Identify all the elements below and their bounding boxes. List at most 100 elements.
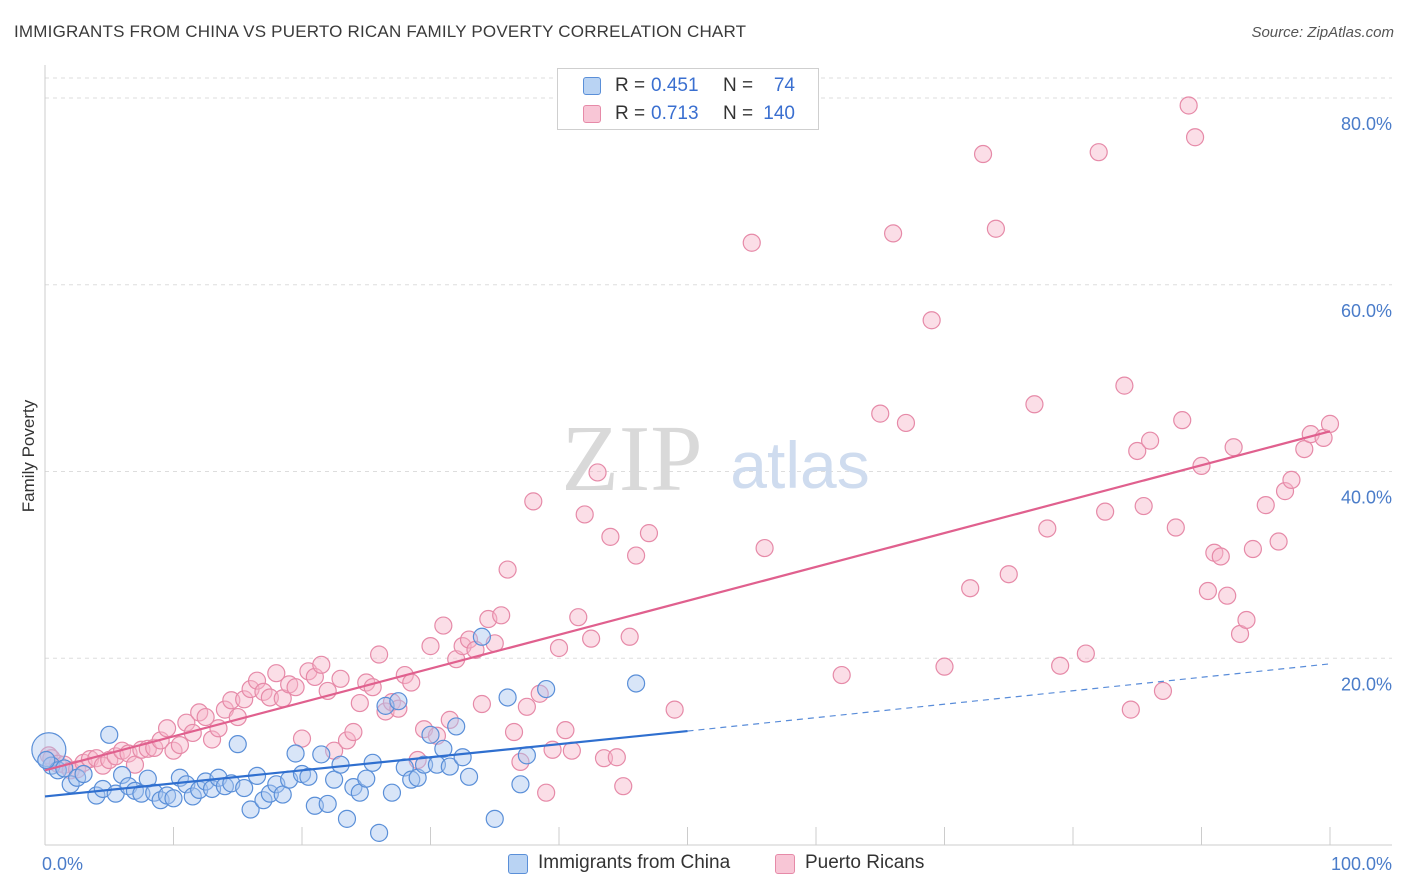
puerto-ricans-point: [511, 752, 530, 771]
china-point: [421, 725, 440, 744]
puerto-ricans-point: [601, 527, 620, 546]
x-tick-label: 100.0%: [1331, 854, 1392, 874]
legend-label: Puerto Ricans: [805, 852, 925, 873]
puerto-ricans-point: [626, 546, 646, 565]
watermark: ZIP atlas: [562, 407, 870, 511]
china-point: [286, 744, 305, 763]
chart-title: IMMIGRANTS FROM CHINA VS PUERTO RICAN FA…: [14, 22, 747, 41]
stats-row-puerto-ricans: R = 0.713 N = 140: [558, 100, 818, 128]
puerto-ricans-point: [1224, 438, 1243, 457]
puerto-ricans-point: [1198, 581, 1218, 601]
china-point: [389, 692, 408, 711]
china-point: [260, 784, 279, 803]
puerto-ricans-point: [1038, 519, 1057, 538]
puerto-ricans-point: [1185, 128, 1205, 147]
legend-label: Immigrants from China: [538, 852, 731, 873]
stats-row-china: R = 0.451 N = 74: [558, 72, 818, 100]
x-tick-label: 0.0%: [42, 854, 83, 874]
puerto-ricans-point: [562, 741, 581, 760]
n-label: N =: [723, 103, 754, 124]
puerto-ricans-point: [620, 627, 639, 646]
puerto-ricans-point: [267, 664, 286, 683]
china-point: [453, 748, 472, 767]
puerto-ricans-point: [935, 657, 954, 676]
y-tick-label: 40.0%: [1341, 488, 1392, 508]
puerto-ricans-point: [569, 608, 588, 627]
puerto-ricans-point: [986, 219, 1006, 238]
puerto-ricans-swatch: [775, 854, 795, 874]
china-point: [254, 791, 273, 810]
china-point: [382, 783, 402, 802]
puerto-ricans-point: [973, 144, 993, 164]
puerto-ricans-point: [755, 538, 774, 558]
china-swatch: [583, 77, 601, 95]
china-point: [299, 767, 318, 786]
puerto-ricans-point: [1025, 395, 1044, 414]
puerto-ricans-point: [575, 505, 594, 524]
china-point: [337, 809, 357, 828]
puerto-ricans-point: [607, 748, 626, 767]
puerto-ricans-point: [196, 707, 215, 727]
puerto-ricans-point: [434, 616, 453, 635]
puerto-ricans-point: [665, 700, 684, 719]
trend-lines: [44, 430, 1331, 798]
china-point: [440, 757, 459, 776]
tick-labels: 20.0% 40.0% 60.0% 80.0% 0.0% 100.0%: [42, 114, 1392, 874]
puerto-ricans-point: [1051, 656, 1070, 675]
china-point: [626, 674, 646, 693]
puerto-ricans-point: [350, 693, 369, 713]
china-point: [312, 745, 331, 764]
r-label: R =: [615, 103, 646, 124]
puerto-ricans-point: [922, 311, 941, 330]
china-point: [37, 750, 56, 770]
china-point: [112, 765, 132, 785]
puerto-ricans-point: [1237, 610, 1256, 630]
puerto-ricans-point: [1218, 586, 1237, 605]
puerto-ricans-point: [1134, 496, 1153, 516]
puerto-ricans-point: [883, 224, 903, 243]
china-trend-line: [44, 729, 688, 798]
china-point: [402, 770, 421, 789]
puerto-ricans-point: [235, 690, 254, 709]
china-point: [517, 746, 536, 765]
puerto-ricans-point: [639, 524, 659, 543]
puerto-ricans-point: [594, 749, 614, 768]
puerto-ricans-point: [421, 637, 440, 656]
r-value: 0.451: [651, 75, 699, 96]
source-label: Source: ZipAtlas.com: [1251, 24, 1394, 41]
y-tick-label: 60.0%: [1341, 301, 1392, 321]
puerto-ricans-point: [1121, 700, 1140, 719]
puerto-ricans-point: [1243, 539, 1263, 559]
puerto-ricans-swatch: [583, 105, 601, 123]
puerto-ricans-point: [614, 777, 633, 796]
series-legend: Immigrants from China Puerto Ricans: [0, 852, 1406, 878]
puerto-ricans-point: [498, 560, 517, 579]
n-value: 74: [773, 75, 795, 96]
axes: [44, 65, 1392, 846]
y-tick-label: 80.0%: [1341, 114, 1392, 134]
china-point: [235, 778, 254, 798]
puerto-ricans-point: [170, 735, 190, 755]
china-point: [357, 769, 376, 788]
puerto-ricans-point: [344, 722, 363, 742]
puerto-ricans-point: [260, 688, 279, 707]
puerto-ricans-point: [312, 655, 331, 674]
puerto-ricans-point: [1166, 518, 1185, 537]
china-point: [318, 794, 337, 814]
puerto-ricans-point: [1173, 411, 1192, 430]
china-point: [434, 739, 453, 758]
puerto-ricans-points: [39, 96, 1340, 802]
puerto-ricans-point: [588, 463, 607, 482]
puerto-ricans-point: [1269, 532, 1288, 551]
puerto-ricans-point: [871, 404, 890, 423]
china-point: [485, 809, 504, 828]
china-point: [241, 800, 260, 819]
puerto-ricans-point: [1256, 496, 1275, 515]
china-point: [164, 789, 183, 808]
puerto-ricans-point: [1320, 414, 1340, 433]
puerto-ricans-point: [582, 629, 601, 648]
china-points: [31, 627, 646, 842]
china-point: [511, 775, 530, 794]
puerto-ricans-point: [961, 579, 980, 598]
watermark-atlas: atlas: [730, 428, 869, 502]
